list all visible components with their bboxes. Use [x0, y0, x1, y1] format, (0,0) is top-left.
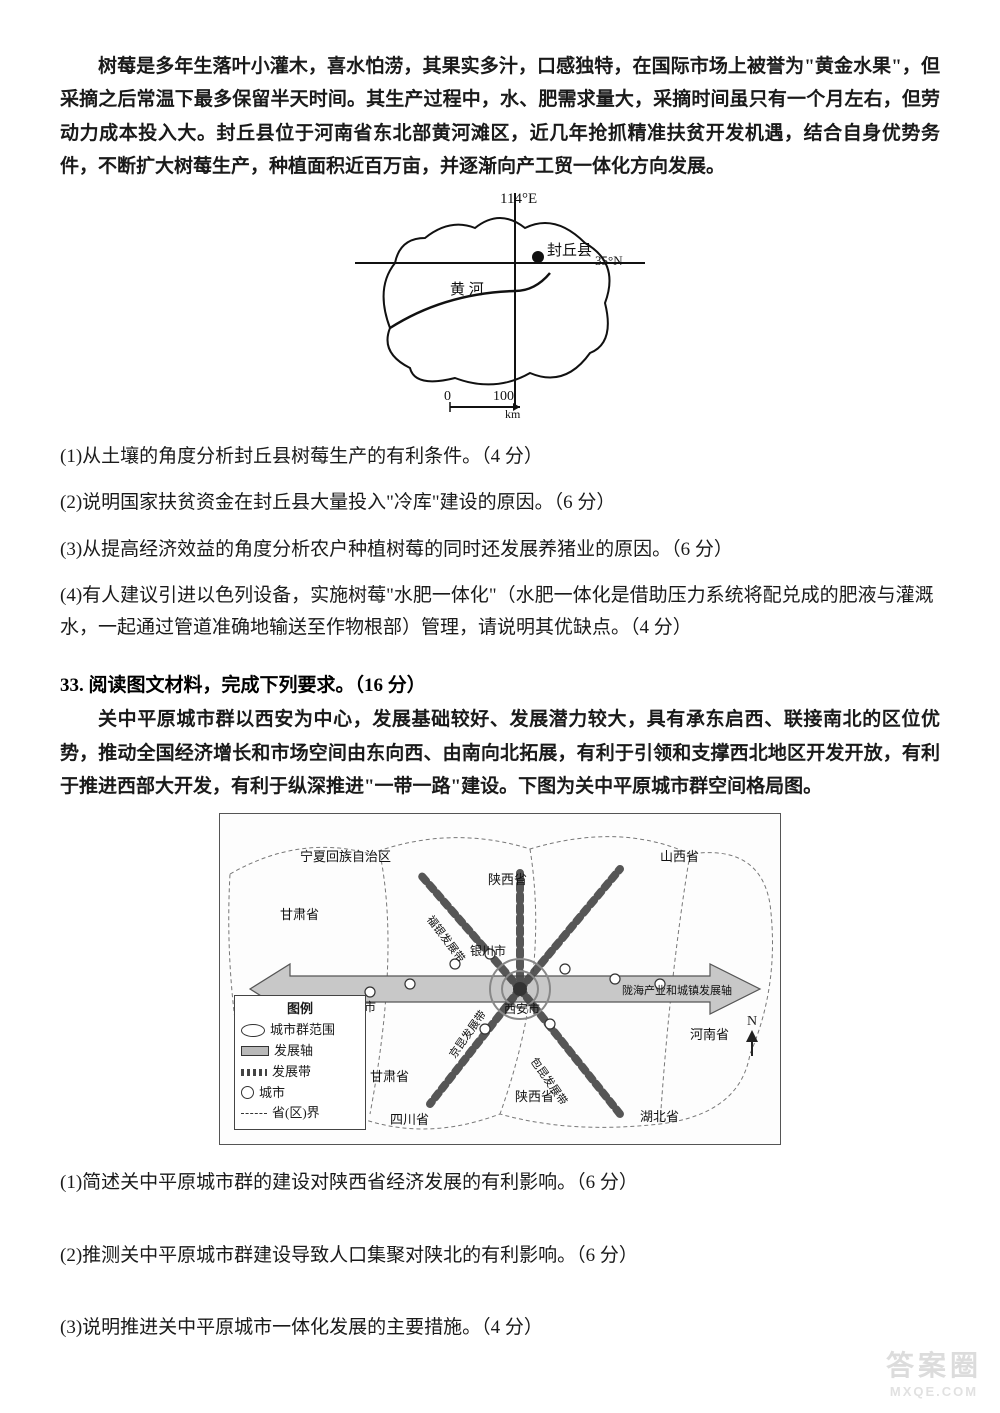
compass-label: N: [747, 1014, 757, 1030]
question-33-2: (2)推测关中平原城市群建设导致人口集聚对陕北的有利影响。（6 分）: [60, 1240, 940, 1272]
legend-row: 城市群范围: [241, 1021, 359, 1040]
figure-1-wrap: 114°E 封丘县 35°N 黄 河 0 100 km: [60, 193, 940, 423]
section-33-head: 33. 阅读图文材料，完成下列要求。（16 分）: [60, 670, 940, 697]
city-xian: 西安市: [504, 1000, 540, 1017]
axis-label: 陇海产业和城镇发展轴: [622, 982, 732, 998]
figure-2-wrap: 宁夏回族自治区 甘肃省 陕西省 山西省 河南省 湖北省 陕西省 四川省 甘肃省 …: [60, 813, 940, 1145]
prov-sichuan: 四川省: [390, 1109, 429, 1128]
legend-row: 省(区)界: [241, 1104, 359, 1123]
watermark-sub: MXQE.COM: [890, 1384, 978, 1399]
county-label: 封丘县: [547, 239, 592, 260]
question-3: (3)从提高经济效益的角度分析农户种植树莓的同时还发展养猪业的原因。（6 分）: [60, 534, 940, 566]
watermark: 答案圈 MXQE.COM: [886, 1344, 982, 1399]
legend-text: 省(区)界: [272, 1104, 320, 1123]
legend-text: 城市群范围: [270, 1021, 335, 1040]
scale-unit: km: [505, 407, 520, 422]
river-label: 黄 河: [450, 278, 484, 299]
question-1: (1)从土壤的角度分析封丘县树莓生产的有利条件。（4 分）: [60, 441, 940, 473]
legend-text: 城市: [259, 1084, 285, 1103]
city-yinchuan: 银川市: [470, 942, 506, 959]
watermark-main: 答案圈: [886, 1344, 982, 1384]
legend-box: 图例 城市群范围 发展轴 发展带 城市 省(区)界: [234, 995, 366, 1130]
prov-shanxi: 山西省: [660, 846, 699, 865]
question-33-1: (1)简述关中平原城市群的建设对陕西省经济发展的有利影响。（6 分）: [60, 1167, 940, 1199]
figure-1-map: 114°E 封丘县 35°N 黄 河 0 100 km: [355, 193, 645, 423]
prov-ningxia: 宁夏回族自治区: [300, 846, 391, 865]
scale-zero: 0: [444, 389, 451, 405]
longitude-label: 114°E: [500, 191, 537, 208]
legend-title: 图例: [241, 1000, 359, 1019]
prov-shaanxi: 陕西省: [488, 869, 527, 888]
exam-page: 树莓是多年生落叶小灌木，喜水怕涝，其果实多汁，口感独特，在国际市场上被誉为"黄金…: [0, 0, 1000, 1413]
latitude-label: 35°N: [595, 253, 623, 269]
compass-icon: N: [746, 1014, 758, 1056]
scale-value: 100: [493, 389, 514, 405]
prov-gansu2: 甘肃省: [370, 1066, 409, 1085]
legend-row: 发展带: [241, 1063, 359, 1082]
prov-henan: 河南省: [690, 1024, 729, 1043]
intro-paragraph: 树莓是多年生落叶小灌木，喜水怕涝，其果实多汁，口感独特，在国际市场上被誉为"黄金…: [60, 50, 940, 183]
legend-row: 城市: [241, 1084, 359, 1103]
prov-gansu: 甘肃省: [280, 904, 319, 923]
figure-2-map: 宁夏回族自治区 甘肃省 陕西省 山西省 河南省 湖北省 陕西省 四川省 甘肃省 …: [219, 813, 781, 1145]
question-4: (4)有人建议引进以色列设备，实施树莓"水肥一体化"（水肥一体化是借助压力系统将…: [60, 580, 940, 645]
legend-row: 发展轴: [241, 1042, 359, 1061]
legend-text: 发展轴: [274, 1042, 313, 1061]
section-33-paragraph: 关中平原城市群以西安为中心，发展基础较好、发展潜力较大，具有承东启西、联接南北的…: [60, 703, 940, 803]
question-2: (2)说明国家扶贫资金在封丘县大量投入"冷库"建设的原因。（6 分）: [60, 487, 940, 519]
question-33-3: (3)说明推进关中平原城市一体化发展的主要措施。（4 分）: [60, 1312, 940, 1344]
prov-hubei: 湖北省: [640, 1106, 679, 1125]
legend-text: 发展带: [272, 1063, 311, 1082]
